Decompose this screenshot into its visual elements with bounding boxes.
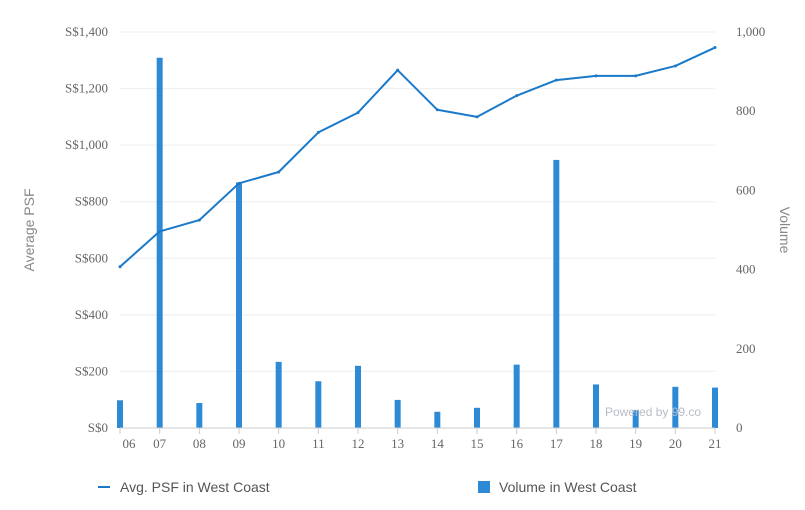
- axes: S$0 S$200 S$400 S$600 S$800 S$1,000 S$1,200 S$1…: [65, 24, 765, 451]
- line-point[interactable]: [277, 170, 281, 174]
- x-tick-label: 16: [510, 436, 524, 451]
- line-point[interactable]: [118, 265, 122, 269]
- legend-bar-swatch: [478, 481, 490, 493]
- bar[interactable]: [474, 407, 480, 428]
- x-tick-label: 19: [629, 436, 642, 451]
- y-left-tick-label: S$1,400: [65, 24, 108, 39]
- bar[interactable]: [394, 399, 401, 428]
- y-left-axis-title: Average PSF: [21, 188, 37, 271]
- bar[interactable]: [196, 403, 203, 428]
- x-tick-label: 08: [193, 436, 206, 451]
- bar[interactable]: [434, 411, 441, 428]
- y-right-tick-label: 600: [736, 182, 756, 197]
- line-point[interactable]: [594, 74, 598, 78]
- y-left-tick-label: S$0: [88, 420, 108, 435]
- line-point[interactable]: [554, 78, 558, 82]
- x-tick-label: 12: [352, 436, 365, 451]
- bar[interactable]: [117, 400, 123, 428]
- line-point[interactable]: [158, 229, 162, 233]
- y-right-tick-label: 200: [736, 341, 756, 356]
- x-tick-label: 18: [590, 436, 603, 451]
- bar[interactable]: [275, 361, 282, 428]
- bar[interactable]: [712, 387, 718, 428]
- line-point[interactable]: [475, 115, 479, 119]
- legend-item-line[interactable]: Avg. PSF in West Coast: [98, 479, 270, 495]
- bar[interactable]: [672, 386, 679, 428]
- watermark: Powered by 99.co: [605, 405, 701, 419]
- grid-lines: [120, 31, 715, 429]
- x-tick-label: 14: [431, 436, 445, 451]
- y-left-tick-label: S$400: [75, 307, 108, 322]
- y-left-tick-label: S$600: [75, 250, 108, 265]
- x-tick-label: 20: [669, 436, 682, 451]
- y-left-tick-label: S$800: [75, 194, 108, 209]
- legend-label-line: Avg. PSF in West Coast: [120, 479, 270, 495]
- x-tick-label: 10: [272, 436, 285, 451]
- y-left-tick-label: S$1,200: [65, 81, 108, 96]
- line-series: [118, 46, 717, 269]
- bar[interactable]: [593, 384, 599, 428]
- bar[interactable]: [156, 57, 163, 429]
- bar-series: [117, 57, 718, 429]
- line-point[interactable]: [356, 111, 360, 115]
- line-point[interactable]: [634, 74, 638, 78]
- y-right-tick-label: 400: [736, 262, 756, 277]
- x-tick-label: 13: [391, 436, 404, 451]
- bar[interactable]: [236, 182, 242, 428]
- x-tick-label: 06: [123, 436, 137, 451]
- y-right-axis-title: Volume: [777, 207, 793, 254]
- line-point[interactable]: [673, 64, 677, 68]
- line-point[interactable]: [237, 181, 241, 185]
- bar[interactable]: [315, 381, 322, 428]
- line-point[interactable]: [713, 46, 717, 50]
- legend-item-bar[interactable]: Volume in West Coast: [478, 479, 637, 495]
- y-left-tick-label: S$200: [75, 363, 108, 378]
- line-point[interactable]: [316, 130, 320, 134]
- x-tick-label: 17: [550, 436, 564, 451]
- y-left-tick-label: S$1,000: [65, 137, 108, 152]
- y-right-tick-label: 0: [736, 420, 743, 435]
- x-tick-label: 07: [153, 436, 167, 451]
- bar[interactable]: [513, 364, 520, 428]
- x-tick-label: 09: [233, 436, 246, 451]
- bar[interactable]: [355, 365, 361, 428]
- x-tick-label: 11: [312, 436, 325, 451]
- bar[interactable]: [553, 159, 560, 428]
- line-point[interactable]: [396, 68, 400, 72]
- x-tick-label: 21: [709, 436, 722, 451]
- line-point[interactable]: [515, 94, 519, 98]
- line-point[interactable]: [435, 108, 439, 112]
- y-right-tick-label: 800: [736, 103, 756, 118]
- y-right-tick-label: 1,000: [736, 24, 765, 39]
- legend: Avg. PSF in West Coast Volume in West Co…: [98, 479, 637, 495]
- legend-label-bar: Volume in West Coast: [499, 479, 637, 495]
- line-point[interactable]: [197, 218, 201, 222]
- psf-line: [119, 46, 716, 268]
- bar[interactable]: [632, 410, 639, 428]
- x-tick-label: 15: [471, 436, 484, 451]
